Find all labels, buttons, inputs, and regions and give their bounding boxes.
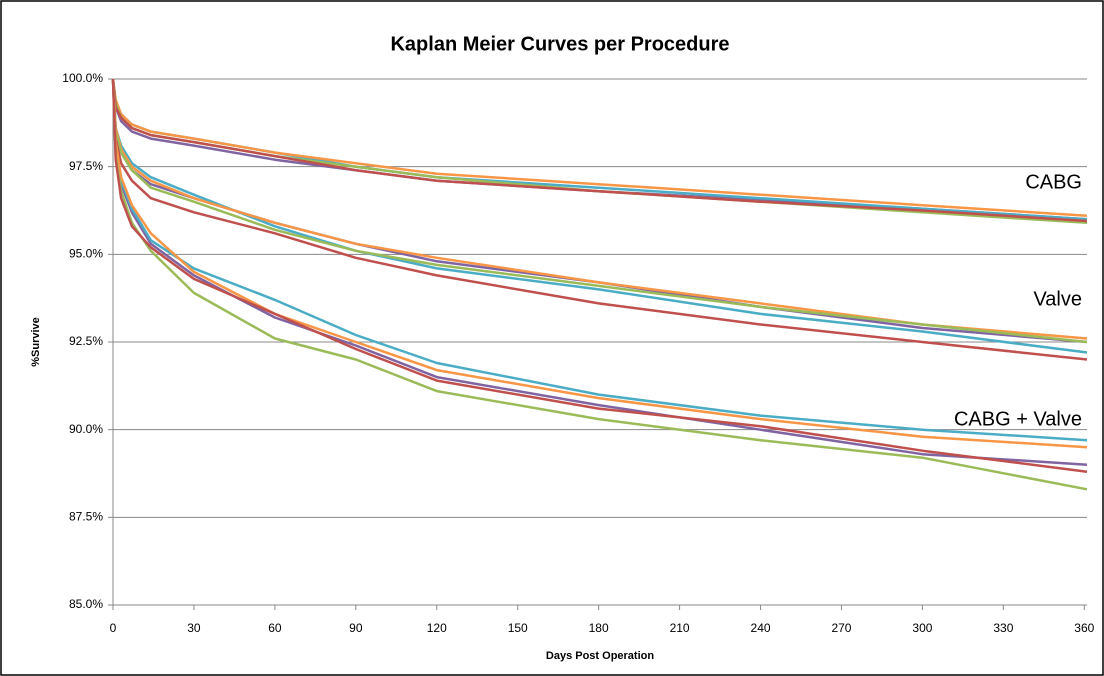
survival-curve bbox=[111, 78, 1088, 442]
y-tick-label: 90.0% bbox=[69, 422, 103, 436]
group-annotation: CABG + Valve bbox=[954, 408, 1082, 430]
survival-curve bbox=[111, 78, 1088, 344]
y-tick-label: 87.5% bbox=[69, 510, 103, 524]
x-tick-label: 330 bbox=[993, 621, 1013, 635]
x-tick-label: 240 bbox=[751, 621, 771, 635]
x-tick-label: 120 bbox=[427, 621, 447, 635]
x-tick-label: 60 bbox=[268, 621, 282, 635]
y-tick-label: 97.5% bbox=[69, 159, 103, 173]
y-tick-label: 95.0% bbox=[69, 247, 103, 261]
group-annotation: CABG bbox=[1025, 171, 1082, 193]
survival-curve bbox=[111, 78, 1088, 361]
x-axis-label: Days Post Operation bbox=[546, 650, 654, 662]
x-tick-label: 300 bbox=[912, 621, 932, 635]
survival-curve bbox=[111, 78, 1088, 223]
y-axis-label: %Survive bbox=[30, 317, 42, 367]
y-tick-label: 92.5% bbox=[69, 334, 103, 348]
x-tick-label: 150 bbox=[508, 621, 528, 635]
survival-curve bbox=[111, 78, 1088, 473]
group-annotation: Valve bbox=[1033, 288, 1082, 310]
x-tick-label: 180 bbox=[589, 621, 609, 635]
x-tick-label: 210 bbox=[670, 621, 690, 635]
x-tick-label: 270 bbox=[831, 621, 851, 635]
survival-curve bbox=[111, 78, 1088, 221]
x-tick-label: 0 bbox=[110, 621, 117, 635]
chart-title: Kaplan Meier Curves per Procedure bbox=[390, 33, 729, 55]
y-tick-label: 85.0% bbox=[69, 597, 103, 611]
x-tick-label: 90 bbox=[349, 621, 363, 635]
y-tick-label: 100.0% bbox=[62, 71, 103, 85]
survival-curve bbox=[111, 78, 1088, 218]
x-tick-label: 360 bbox=[1074, 621, 1094, 635]
x-tick-label: 30 bbox=[187, 621, 201, 635]
